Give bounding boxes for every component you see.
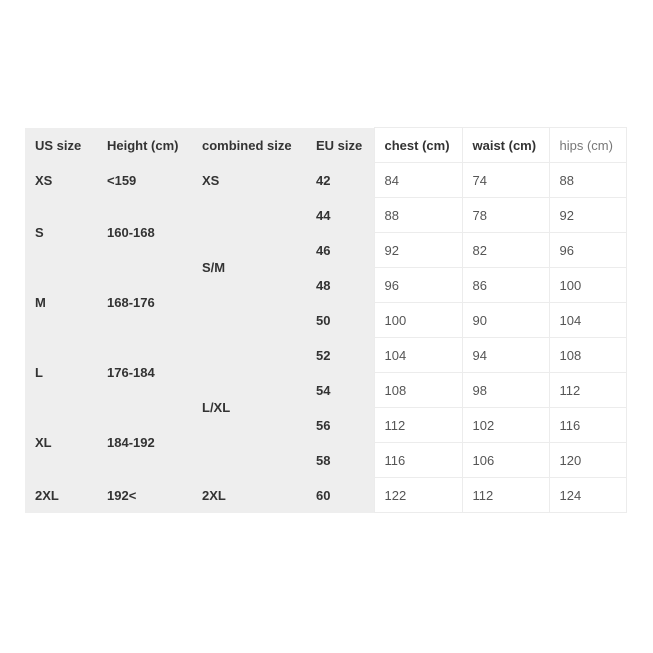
height-cell: 184-192 xyxy=(97,407,192,478)
size-chart-table: US size Height (cm) combined size EU size ch… xyxy=(25,127,627,513)
hips-cell: 92 xyxy=(548,197,627,233)
column-header: Height (cm) xyxy=(97,127,192,163)
column-header: waist (cm) xyxy=(461,127,550,163)
eu-size-cell: 60 xyxy=(306,477,374,513)
hips-cell: 120 xyxy=(548,442,627,478)
table-row: 54 108 98 112 xyxy=(25,372,627,408)
chest-cell: 84 xyxy=(373,162,463,198)
waist-cell: 82 xyxy=(461,232,550,268)
combined-size-cell: XS xyxy=(192,162,306,198)
hips-cell: 116 xyxy=(548,407,627,443)
chest-cell: 96 xyxy=(373,267,463,303)
waist-cell: 74 xyxy=(461,162,550,198)
table-row: L 176-184 L/XL 52 104 94 108 xyxy=(25,337,627,478)
waist-cell: 98 xyxy=(461,372,550,408)
hips-cell: 104 xyxy=(548,302,627,338)
eu-size-cell: 56 xyxy=(306,407,374,443)
waist-cell: 106 xyxy=(461,442,550,478)
eu-size-cell: 42 xyxy=(306,162,374,198)
column-header: US size xyxy=(25,127,97,163)
eu-size-cell: 54 xyxy=(306,372,374,408)
waist-cell: 90 xyxy=(461,302,550,338)
column-header: combined size xyxy=(192,127,306,163)
column-header: EU size xyxy=(306,127,374,163)
table-row: XS <159 XS 42 84 74 88 xyxy=(25,162,627,198)
table-row: S 160-168 S/M 44 88 78 92 xyxy=(25,197,627,338)
table-row: 2XL 192< 2XL 60 122 112 124 xyxy=(25,477,627,513)
us-size-cell: XL xyxy=(25,407,97,478)
table-row: XL 184-192 56 112 102 116 xyxy=(25,407,627,478)
hips-cell: 112 xyxy=(548,372,627,408)
waist-cell: 112 xyxy=(461,477,550,513)
us-size-cell: M xyxy=(25,267,97,338)
chest-cell: 104 xyxy=(373,337,463,373)
height-cell: 176-184 xyxy=(97,337,192,408)
hips-cell: 108 xyxy=(548,337,627,373)
chest-cell: 88 xyxy=(373,197,463,233)
height-cell: 192< xyxy=(97,477,192,513)
us-size-cell: S xyxy=(25,197,97,268)
table-row: 58 116 106 120 xyxy=(25,442,627,478)
us-size-cell: L xyxy=(25,337,97,408)
column-header: hips (cm) xyxy=(548,127,627,163)
chest-cell: 108 xyxy=(373,372,463,408)
eu-size-cell: 52 xyxy=(306,337,374,373)
eu-size-cell: 58 xyxy=(306,442,374,478)
eu-size-cell: 44 xyxy=(306,197,374,233)
us-size-cell: XS xyxy=(25,162,97,198)
height-cell: 168-176 xyxy=(97,267,192,338)
combined-size-cell: L/XL xyxy=(192,337,306,478)
waist-cell: 94 xyxy=(461,337,550,373)
chest-cell: 116 xyxy=(373,442,463,478)
height-cell: <159 xyxy=(97,162,192,198)
hips-cell: 124 xyxy=(548,477,627,513)
hips-cell: 96 xyxy=(548,232,627,268)
chest-cell: 112 xyxy=(373,407,463,443)
height-cell: 160-168 xyxy=(97,197,192,268)
us-size-cell: 2XL xyxy=(25,477,97,513)
eu-size-cell: 48 xyxy=(306,267,374,303)
combined-size-cell: 2XL xyxy=(192,477,306,513)
waist-cell: 86 xyxy=(461,267,550,303)
table-row: M 168-176 48 96 86 100 xyxy=(25,267,627,338)
eu-size-cell: 46 xyxy=(306,232,374,268)
hips-cell: 100 xyxy=(548,267,627,303)
hips-cell: 88 xyxy=(548,162,627,198)
waist-cell: 78 xyxy=(461,197,550,233)
column-header: chest (cm) xyxy=(373,127,463,163)
table-row: 46 92 82 96 xyxy=(25,232,627,268)
chest-cell: 122 xyxy=(373,477,463,513)
waist-cell: 102 xyxy=(461,407,550,443)
eu-size-cell: 50 xyxy=(306,302,374,338)
chest-cell: 100 xyxy=(373,302,463,338)
header-row: US size Height (cm) combined size EU size ch… xyxy=(25,127,627,163)
combined-size-cell: S/M xyxy=(192,197,306,338)
chest-cell: 92 xyxy=(373,232,463,268)
table-row: 50 100 90 104 xyxy=(25,302,627,338)
